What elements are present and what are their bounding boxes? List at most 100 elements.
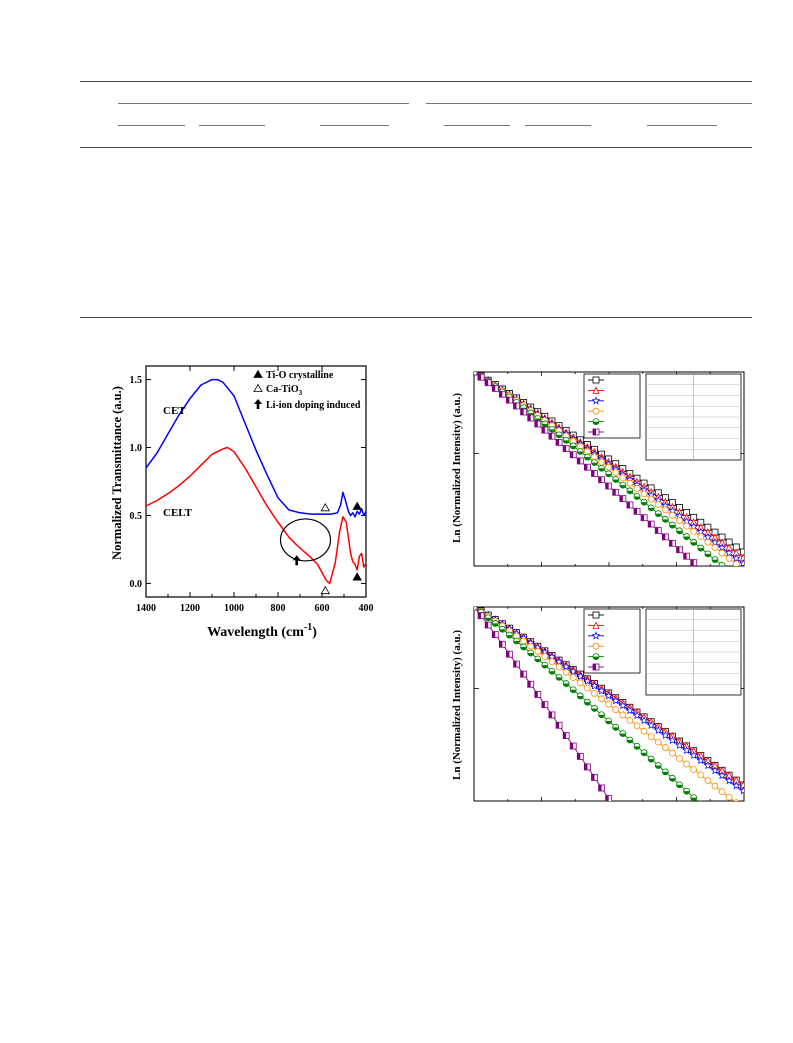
data-marker-fill bbox=[612, 489, 616, 496]
data-marker bbox=[683, 760, 691, 768]
pl-decay-b-ylabel: Ln (Normalized Intensity) (a.u.) bbox=[451, 630, 463, 780]
data-marker bbox=[592, 621, 600, 629]
data-marker-fill bbox=[492, 385, 496, 392]
data-marker bbox=[689, 750, 698, 760]
data-marker-fill bbox=[634, 496, 641, 500]
data-marker-fill bbox=[669, 778, 676, 782]
data-marker-fill bbox=[556, 439, 560, 446]
data-marker bbox=[739, 559, 744, 566]
data-marker-fill bbox=[577, 457, 581, 464]
data-marker bbox=[597, 686, 606, 695]
data-marker bbox=[604, 691, 613, 700]
ftir-xtick-label: 1000 bbox=[224, 603, 244, 614]
data-marker-fill bbox=[548, 429, 555, 433]
data-marker-fill bbox=[626, 490, 633, 494]
data-marker bbox=[696, 755, 706, 765]
data-marker bbox=[474, 607, 478, 611]
ftir-xtick-label: 1400 bbox=[136, 603, 156, 614]
data-marker-fill bbox=[541, 701, 545, 708]
pl-decay-a-ylabel: Ln (Normalized Intensity) (a.u.) bbox=[451, 393, 463, 543]
data-marker-fill bbox=[598, 476, 602, 483]
ti-o-marker bbox=[352, 501, 362, 510]
data-marker bbox=[717, 543, 727, 552]
ftir-ylabel: Normalized Transmittance (a.u.) bbox=[110, 386, 124, 560]
data-marker-fill bbox=[593, 421, 599, 425]
data-marker-fill bbox=[541, 665, 548, 669]
data-marker bbox=[625, 706, 635, 715]
data-marker bbox=[548, 658, 556, 666]
data-marker bbox=[633, 722, 641, 730]
data-marker bbox=[605, 700, 613, 708]
data-marker-fill bbox=[577, 451, 584, 455]
data-marker-fill bbox=[591, 708, 598, 712]
data-marker-fill bbox=[648, 507, 655, 511]
data-marker bbox=[731, 553, 741, 562]
ftir-xtick-label: 800 bbox=[271, 603, 286, 614]
data-marker-fill bbox=[605, 795, 609, 801]
data-marker bbox=[683, 522, 691, 530]
ftir-xtick-label: 600 bbox=[315, 603, 330, 614]
data-marker bbox=[682, 745, 691, 755]
data-marker bbox=[647, 495, 655, 503]
data-marker-fill bbox=[520, 671, 524, 678]
data-marker-fill bbox=[548, 711, 552, 718]
data-marker-fill bbox=[704, 553, 711, 557]
ftir-xlabel: Wavelength (cm-1) bbox=[207, 622, 317, 640]
data-marker-fill bbox=[513, 640, 520, 644]
table-sub-rule-5 bbox=[525, 125, 591, 126]
data-marker-fill bbox=[548, 671, 555, 675]
data-marker bbox=[647, 733, 655, 741]
data-marker bbox=[710, 766, 720, 775]
data-marker bbox=[562, 668, 570, 676]
data-marker-fill bbox=[662, 771, 669, 775]
data-marker-fill bbox=[584, 464, 588, 471]
data-marker bbox=[661, 744, 669, 751]
ftir-ytick-label: 0.0 bbox=[130, 579, 143, 590]
data-marker bbox=[534, 647, 542, 655]
data-marker-fill bbox=[527, 652, 534, 656]
data-marker-fill bbox=[527, 414, 531, 421]
data-marker-fill bbox=[534, 659, 541, 663]
data-marker-fill bbox=[499, 641, 503, 648]
data-marker-fill bbox=[662, 519, 669, 523]
data-marker-fill bbox=[697, 548, 704, 552]
data-marker bbox=[676, 755, 683, 762]
data-marker-fill bbox=[655, 513, 662, 517]
data-marker bbox=[697, 533, 705, 541]
data-marker bbox=[710, 537, 720, 547]
data-marker-fill bbox=[626, 501, 630, 508]
ftir-series bbox=[145, 378, 367, 585]
data-marker bbox=[591, 690, 598, 697]
data-marker-fill bbox=[634, 746, 641, 750]
ftir-legend: Ti-O crystalline Ca-TiO3 Li-ion doping i… bbox=[266, 370, 361, 411]
data-marker bbox=[718, 788, 726, 795]
data-marker bbox=[520, 637, 528, 645]
data-marker-fill bbox=[641, 502, 648, 506]
data-marker-fill bbox=[676, 784, 683, 788]
data-marker bbox=[661, 506, 669, 514]
data-marker bbox=[717, 771, 727, 780]
data-marker bbox=[605, 463, 613, 471]
data-marker-fill bbox=[598, 714, 605, 718]
data-marker-fill bbox=[612, 479, 619, 483]
ftir-xtick-label: 400 bbox=[359, 603, 374, 614]
pl-series bbox=[474, 607, 761, 804]
data-marker-fill bbox=[719, 565, 726, 566]
ftir-series-line-cet bbox=[145, 378, 367, 518]
data-marker-fill bbox=[485, 617, 492, 621]
data-marker-fill bbox=[605, 483, 609, 490]
ca-tio3-marker bbox=[320, 503, 330, 512]
data-marker-fill bbox=[690, 542, 697, 546]
data-marker bbox=[733, 799, 740, 801]
data-marker-fill bbox=[570, 445, 577, 449]
data-marker bbox=[755, 792, 761, 798]
data-marker bbox=[754, 797, 761, 804]
data-marker bbox=[619, 711, 627, 719]
data-marker bbox=[583, 676, 592, 685]
data-marker-fill bbox=[506, 651, 510, 658]
data-marker bbox=[639, 715, 649, 725]
data-marker-fill bbox=[570, 689, 577, 693]
data-marker-fill bbox=[506, 397, 510, 404]
data-marker-fill bbox=[662, 533, 666, 540]
